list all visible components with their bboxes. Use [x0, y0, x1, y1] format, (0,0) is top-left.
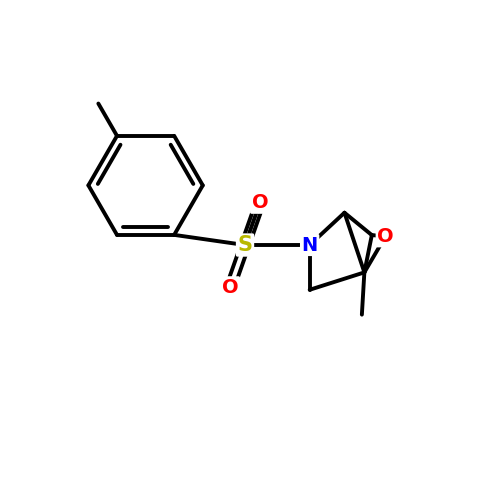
Text: O: O	[222, 278, 238, 297]
Text: O: O	[252, 194, 268, 212]
Text: S: S	[238, 235, 252, 255]
Text: O: O	[377, 227, 394, 246]
Text: N: N	[302, 236, 318, 255]
